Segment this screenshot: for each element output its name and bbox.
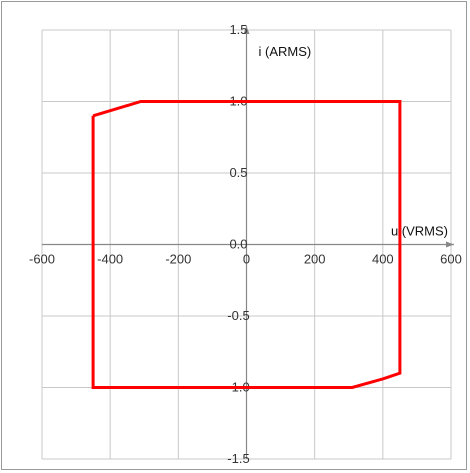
y-tick-label: 1.5 xyxy=(229,22,247,37)
x-tick-label: 200 xyxy=(304,252,326,267)
tick-labels: -600 -400 -200 0 200 400 6001.51.00.50.0-0.5-1… xyxy=(29,22,462,466)
x-axis-title: u (VRMS) xyxy=(391,224,448,239)
x-tick-label: -200 xyxy=(165,252,191,267)
y-axis-title: i (ARMS) xyxy=(259,44,312,59)
x-tick-label: 400 xyxy=(372,252,394,267)
y-tick-label: 0.5 xyxy=(229,165,247,180)
x-tick-label: -400 xyxy=(97,252,123,267)
x-tick-label: 0 xyxy=(243,252,250,267)
y-tick-label: 0.0 xyxy=(229,237,247,252)
series-line xyxy=(91,100,402,389)
y-tick-label: -0.5 xyxy=(227,308,249,323)
x-tick-label: 600 xyxy=(440,252,462,267)
series xyxy=(91,100,402,389)
y-tick-label: -1.5 xyxy=(227,451,249,466)
x-tick-label: -600 xyxy=(29,252,55,267)
